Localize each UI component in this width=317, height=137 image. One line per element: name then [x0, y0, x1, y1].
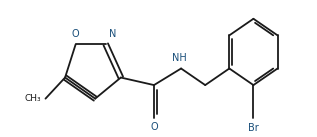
- Text: N: N: [109, 29, 117, 39]
- Text: O: O: [150, 122, 158, 132]
- Text: O: O: [72, 29, 80, 39]
- Text: NH: NH: [172, 53, 187, 63]
- Text: Br: Br: [248, 123, 259, 133]
- Text: CH₃: CH₃: [24, 94, 41, 103]
